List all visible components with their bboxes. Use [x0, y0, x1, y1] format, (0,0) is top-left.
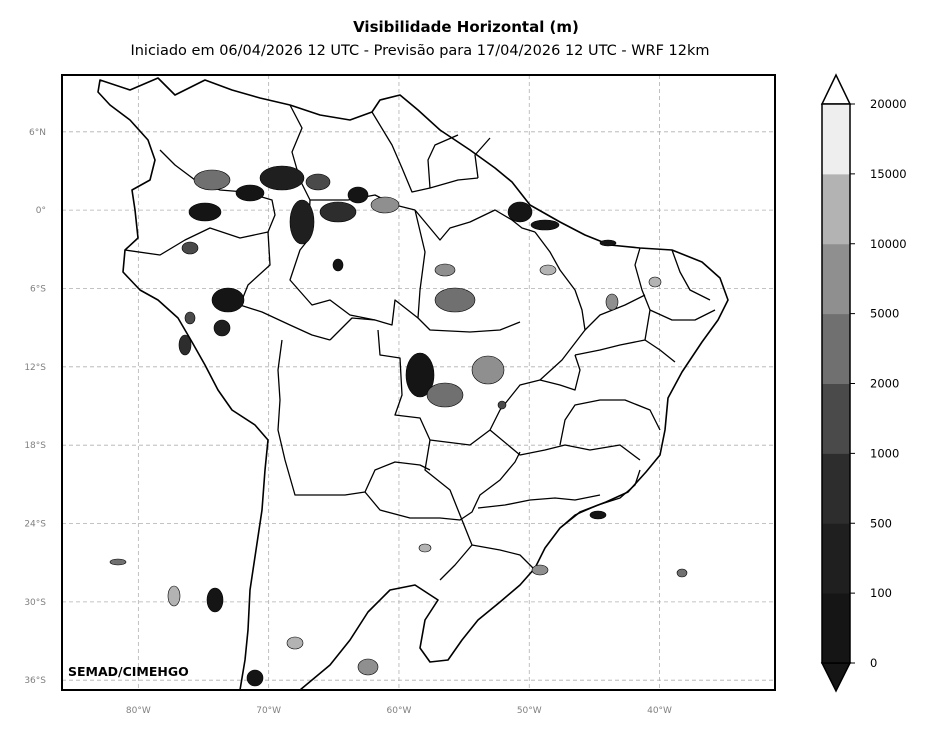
map-subtitle: Iniciado em 06/04/2026 12 UTC - Previsão… — [130, 43, 710, 59]
low-visibility-areas — [109, 165, 688, 687]
longitude-label: 50°W — [517, 706, 542, 716]
colorbar-tick-labels: 0 100 500 1000 2000 5000 10000 15000 20000 — [850, 97, 907, 670]
colorbar-label: 0 — [870, 656, 877, 670]
latitude-label: 30°S — [24, 598, 46, 608]
longitude-label: 60°W — [387, 706, 412, 716]
colorbar-segment — [822, 313, 850, 384]
colorbar-label: 20000 — [870, 97, 907, 111]
colorbar-segment — [822, 173, 850, 245]
colorbar-label: 500 — [870, 516, 892, 530]
latitude-label: 12°S — [24, 363, 46, 373]
longitude-label: 40°W — [647, 706, 672, 716]
south-america-coastline — [97, 77, 729, 690]
geography — [97, 77, 729, 690]
longitude-label: 80°W — [126, 706, 151, 716]
colorbar-label: 15000 — [870, 167, 907, 181]
latitude-label: 0° — [36, 206, 46, 216]
map-frame — [61, 74, 776, 691]
longitude-label: 70°W — [256, 706, 281, 716]
latitude-label: 18°S — [24, 441, 46, 451]
latitude-label: 6°S — [30, 284, 46, 294]
colorbar-label: 2000 — [870, 377, 899, 391]
colorbar-segment — [822, 593, 850, 664]
colorbar-segments — [822, 104, 850, 664]
credit-label: SEMAD/CIMEHGO — [68, 664, 189, 679]
colorbar-segment — [822, 383, 850, 454]
colorbar-label: 10000 — [870, 237, 907, 251]
latitude-tick-labels: 6°N 0° 6°S 12°S 18°S 24°S 30°S 36°S — [24, 128, 46, 686]
latitude-label: 36°S — [24, 676, 46, 686]
colorbar-label: 100 — [870, 586, 892, 600]
colorbar-segment — [822, 243, 850, 315]
colorbar-extend-bottom — [820, 662, 852, 693]
latitude-label: 6°N — [29, 128, 46, 138]
colorbar-segment — [822, 523, 850, 594]
colorbar-segment — [822, 104, 850, 175]
colorbar-segment — [822, 453, 850, 524]
colorbar-label: 5000 — [870, 307, 899, 321]
country-borders — [124, 104, 716, 581]
colorbar: 0 100 500 1000 2000 5000 10000 15000 20000 — [820, 73, 907, 693]
colorbar-label: 1000 — [870, 446, 899, 460]
latitude-label: 24°S — [24, 520, 46, 530]
map-title: Visibilidade Horizontal (m) — [353, 18, 579, 36]
colorbar-extend-top — [820, 73, 852, 105]
longitude-tick-labels: 80°W 70°W 60°W 50°W 40°W — [126, 706, 672, 716]
